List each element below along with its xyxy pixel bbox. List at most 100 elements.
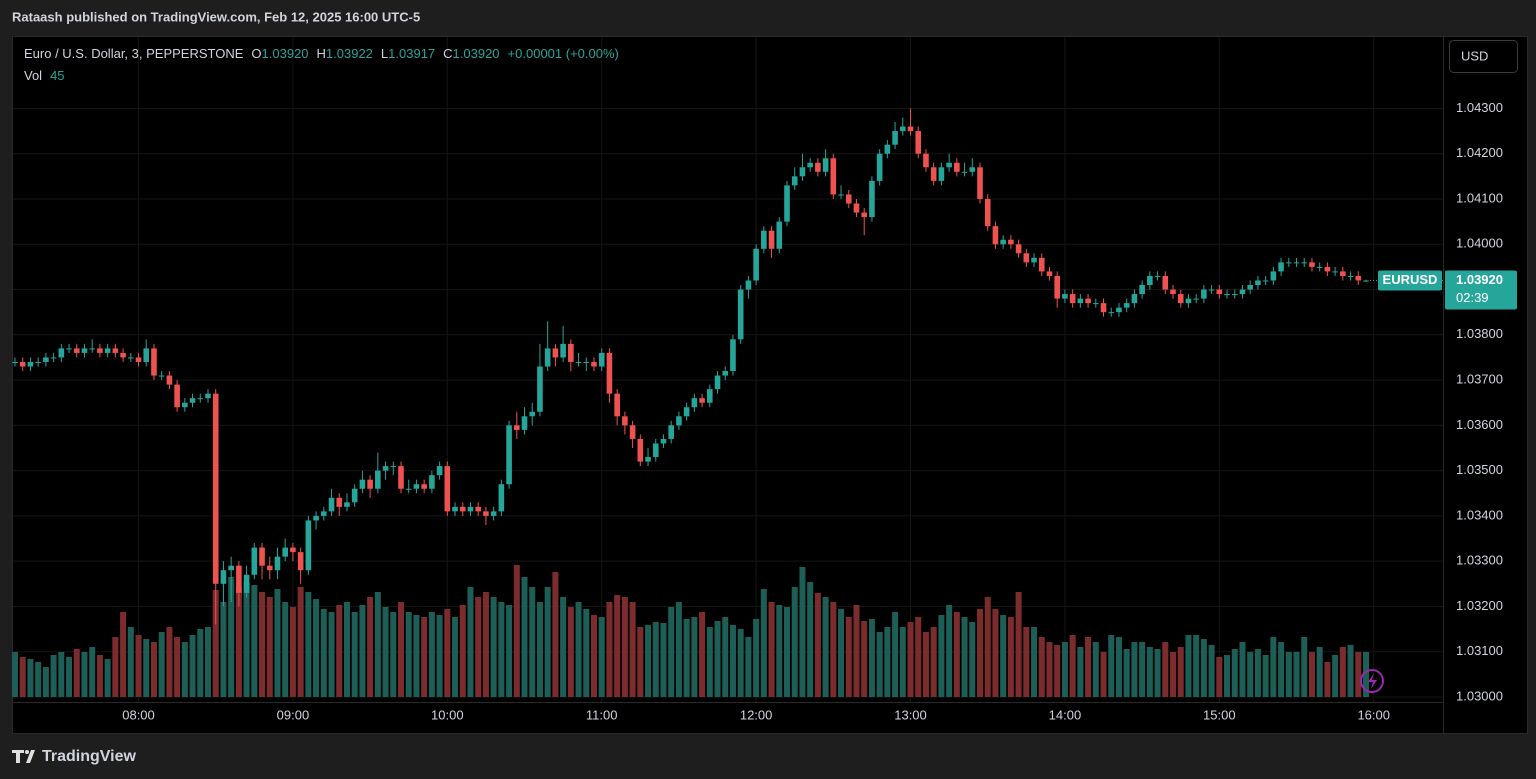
candle-body <box>1000 239 1006 245</box>
ohlc-key: H <box>317 46 326 61</box>
candle-body <box>1093 303 1099 305</box>
alert-bolt <box>1368 673 1377 689</box>
candle-body <box>35 361 41 363</box>
volume-bar <box>12 652 18 697</box>
currency-button[interactable] <box>1449 40 1518 73</box>
candle-body <box>822 158 829 172</box>
volume-bar <box>73 649 80 697</box>
candle-body <box>645 457 651 462</box>
volume-bar <box>320 609 327 697</box>
brand-logo <box>12 750 35 763</box>
y-tick-label: 1.03600 <box>1456 417 1503 432</box>
volume-bar <box>953 612 960 697</box>
volume-bar <box>961 617 968 697</box>
x-tick-label: 08:00 <box>122 707 155 722</box>
candle-body <box>444 466 451 512</box>
candle-body <box>807 162 813 168</box>
candle-body <box>652 443 659 458</box>
volume-bar <box>668 607 675 697</box>
candle-body <box>691 398 698 408</box>
volume-bar <box>799 567 806 697</box>
volume-bar <box>892 612 899 697</box>
currency-label[interactable]: USD <box>1461 48 1488 63</box>
volume-bar <box>714 621 721 697</box>
volume-bar <box>513 565 520 697</box>
candle-body <box>1224 294 1230 296</box>
candle-body <box>1185 298 1192 304</box>
volume-bar <box>675 602 682 697</box>
candle-body <box>506 425 512 485</box>
volume-bar <box>868 619 875 697</box>
volume-bar <box>922 632 929 697</box>
volume-bar <box>50 655 57 697</box>
volume-bar <box>722 617 729 697</box>
volume-bar <box>158 632 165 697</box>
volume-bar <box>1046 642 1053 697</box>
volume-bar <box>398 602 404 697</box>
candle-body <box>1008 239 1014 245</box>
candle-body <box>112 348 119 353</box>
candle-body <box>606 352 613 394</box>
candle-body <box>861 212 867 218</box>
brand-name: TradingView <box>42 748 137 765</box>
volume-bars <box>12 565 1369 697</box>
candle-body <box>205 393 211 399</box>
volume-bar <box>104 659 111 697</box>
candle-body <box>568 343 574 362</box>
volume-bar <box>1092 642 1099 697</box>
volume-bar <box>1108 635 1115 697</box>
volume-bar <box>1193 635 1200 697</box>
candle-body <box>228 565 234 571</box>
candle-body <box>892 131 898 145</box>
volume-bar <box>313 599 320 697</box>
candle-body <box>321 511 327 516</box>
volume-bar <box>853 605 860 697</box>
vol-value: 45 <box>50 68 64 83</box>
volume-bar <box>1278 642 1285 697</box>
volume-legend: Vol 45 <box>24 68 65 83</box>
legend-header: Euro / U.S. Dollar, 3, PEPPERSTONE O1.039… <box>24 46 619 61</box>
candle-body <box>1170 289 1176 295</box>
volume-bar <box>560 597 567 697</box>
volume-bar <box>992 609 999 697</box>
candle-body <box>683 407 690 417</box>
volume-bar <box>1085 637 1092 697</box>
candle-body <box>1340 271 1346 276</box>
candle-body <box>1123 303 1130 308</box>
candle-body <box>915 131 922 154</box>
volume-bar <box>328 612 335 697</box>
volume-bar <box>1262 655 1269 697</box>
volume-bar <box>89 647 96 697</box>
volume-bar <box>1061 642 1068 697</box>
candle-body <box>1193 298 1199 300</box>
candle-body <box>791 176 798 186</box>
candle-body <box>629 425 636 439</box>
volume-bar <box>35 662 42 697</box>
candle-body <box>73 348 80 353</box>
candle-body <box>251 547 258 575</box>
volume-bar <box>135 635 142 697</box>
candle-body <box>398 466 404 489</box>
volume-bar <box>760 589 767 697</box>
candle-body <box>1231 294 1238 296</box>
volume-bar <box>1308 652 1315 697</box>
volume-bar <box>814 593 821 697</box>
volume-bar <box>1023 627 1030 697</box>
volume-bar <box>729 625 736 697</box>
vol-label: Vol <box>24 68 42 83</box>
volume-bar <box>405 612 412 697</box>
volume-bar <box>351 612 358 697</box>
volume-bar <box>552 572 559 697</box>
volume-bar <box>1231 649 1238 697</box>
candle-body <box>290 547 296 553</box>
volume-bar <box>1208 645 1215 697</box>
candle-body <box>900 126 906 132</box>
candle-body <box>1262 280 1269 282</box>
candle-body <box>259 547 265 566</box>
volume-bar <box>506 605 513 697</box>
volume-bar <box>807 582 814 697</box>
volume-bar <box>212 590 219 697</box>
volume-bar <box>382 607 389 697</box>
alert-icon[interactable] <box>1360 669 1384 693</box>
volume-bar <box>1293 652 1300 697</box>
